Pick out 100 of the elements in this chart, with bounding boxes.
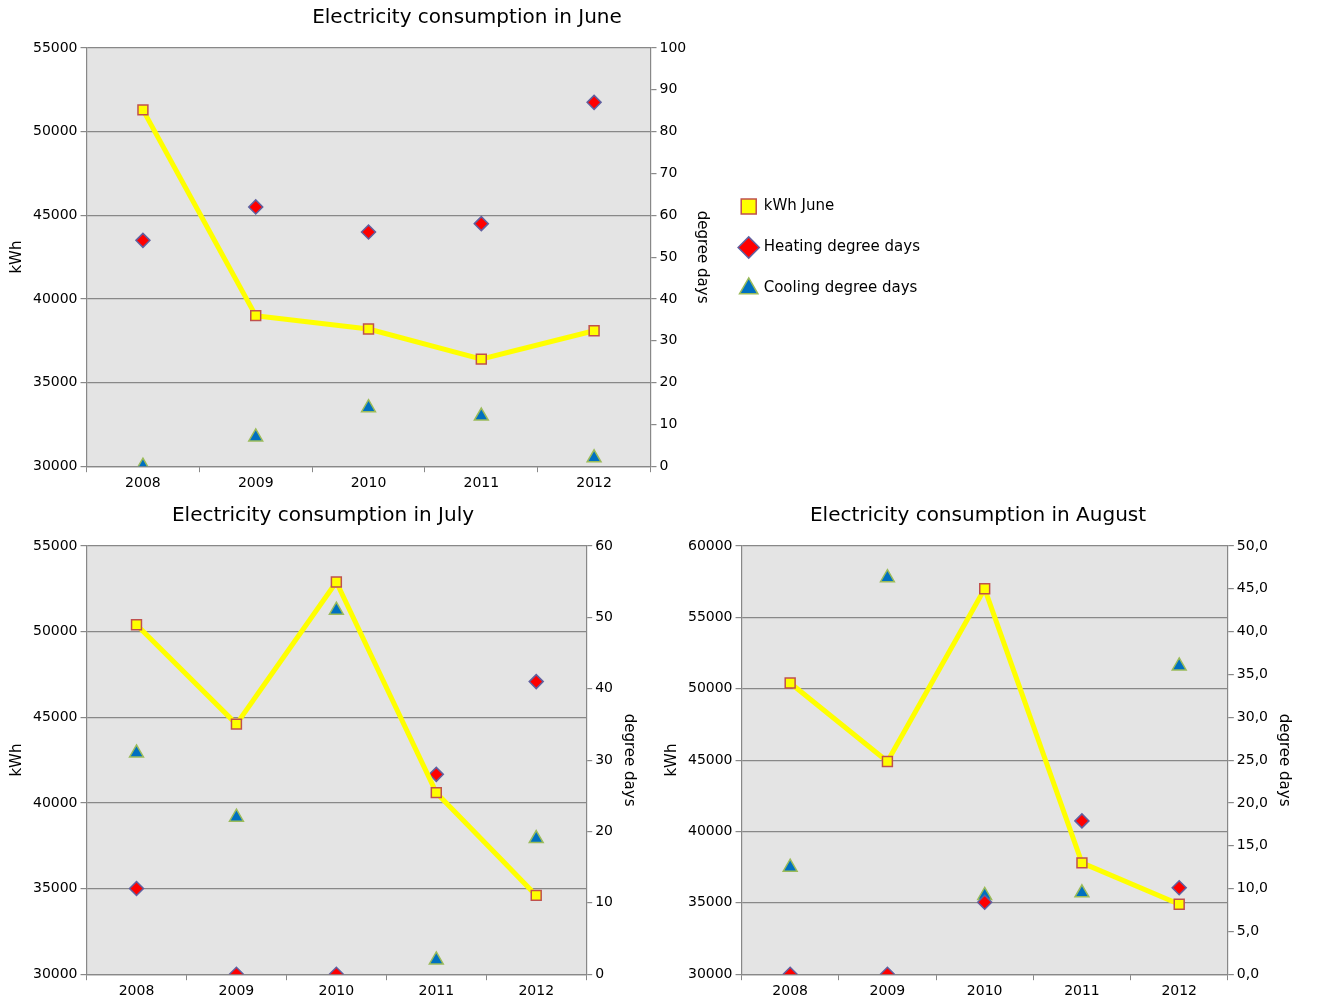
x-tick-label: 2012 — [1161, 982, 1198, 999]
y-tick-label: 35000 — [32, 373, 78, 390]
point — [360, 398, 377, 413]
y2-tick-label: 20 — [595, 822, 614, 839]
x-tick-label: 2009 — [218, 982, 255, 999]
point — [428, 951, 444, 965]
y2-tick-label: 60 — [595, 536, 614, 553]
y2-tick-label: 5,0 — [1236, 922, 1260, 939]
y-tick-label: 50000 — [32, 122, 78, 139]
legend-label: kWh June — [763, 196, 835, 215]
y2-axis-title: degree days — [1276, 713, 1295, 807]
legend-label: Heating degree days — [763, 237, 921, 256]
y-axis-title: kWh — [661, 743, 680, 777]
point — [473, 407, 489, 421]
point — [1074, 884, 1090, 898]
y2-tick-label: 30 — [659, 331, 678, 348]
y-tick-label: 30000 — [32, 456, 78, 473]
y-tick-label: 45000 — [687, 750, 733, 767]
point — [782, 858, 798, 872]
x-tick-label: 2012 — [576, 474, 612, 491]
y-tick-label: 35000 — [687, 893, 733, 910]
point — [528, 829, 544, 844]
y2-tick-label: 20 — [659, 373, 678, 390]
point — [881, 755, 894, 768]
x-tick-label: 2011 — [1064, 982, 1100, 999]
point — [137, 104, 149, 116]
y2-tick-label: 30 — [595, 750, 614, 767]
y2-tick-label: 45,0 — [1236, 579, 1268, 596]
y2-tick-label: 0,0 — [1236, 964, 1260, 981]
x-tick-label: 2008 — [125, 474, 161, 491]
point — [328, 601, 345, 615]
y-axis-title: kWh — [6, 743, 25, 777]
y2-axis-title: degree days — [694, 210, 713, 304]
x-tick-label: 2008 — [772, 982, 808, 999]
y-tick-label: 55000 — [32, 38, 78, 55]
y2-tick-label: 10 — [659, 415, 678, 432]
y2-tick-label: 90 — [659, 80, 678, 97]
y2-tick-label: 50 — [659, 247, 678, 264]
y-tick-label: 40000 — [687, 822, 733, 839]
point — [1076, 857, 1088, 869]
y2-tick-label: 40 — [659, 289, 678, 306]
x-tick-label: 2010 — [350, 474, 387, 491]
point — [588, 325, 600, 337]
x-tick-label: 2012 — [518, 982, 555, 999]
y-tick-label: 55000 — [32, 536, 78, 553]
x-tick-label: 2011 — [463, 474, 500, 491]
y2-tick-label: 40,0 — [1236, 622, 1268, 639]
chart-title: Electricity consumption in July — [171, 502, 475, 527]
y-tick-label: 45000 — [32, 707, 78, 724]
point — [250, 309, 262, 322]
y2-tick-label: 60 — [659, 205, 678, 222]
point — [784, 677, 796, 689]
x-tick-label: 2009 — [869, 982, 906, 999]
chart-title: Electricity consumption in June — [312, 4, 622, 29]
y-tick-label: 40000 — [32, 793, 78, 810]
point — [130, 619, 143, 631]
point — [230, 718, 243, 730]
x-tick-label: 2010 — [318, 982, 355, 999]
x-tick-label: 2010 — [966, 982, 1003, 999]
y2-tick-label: 70 — [659, 164, 678, 181]
y-tick-label: 30000 — [32, 964, 78, 981]
y2-tick-label: 80 — [659, 122, 678, 139]
y-tick-label: 30000 — [687, 964, 733, 981]
y-tick-label: 40000 — [32, 289, 78, 306]
y-tick-label: 45000 — [32, 205, 78, 222]
y2-tick-label: 35,0 — [1236, 665, 1268, 682]
point — [530, 889, 542, 902]
y2-tick-label: 25,0 — [1236, 750, 1268, 767]
y2-axis-title: degree days — [621, 713, 640, 807]
point — [528, 673, 544, 690]
point — [978, 583, 991, 595]
point — [473, 215, 490, 232]
point — [1173, 898, 1185, 910]
y-axis-title: kWh — [6, 240, 25, 274]
x-tick-label: 2011 — [418, 982, 455, 999]
y-tick-label: 50000 — [32, 622, 78, 639]
y2-tick-label: 10 — [595, 893, 614, 910]
point — [475, 353, 488, 365]
point — [362, 323, 375, 335]
point — [330, 576, 343, 588]
y2-tick-label: 100 — [659, 38, 687, 55]
point — [228, 808, 245, 822]
y-tick-label: 55000 — [687, 608, 733, 625]
point — [128, 744, 145, 758]
point — [248, 428, 264, 442]
point — [1171, 657, 1187, 671]
x-tick-label: 2009 — [237, 474, 274, 491]
y2-tick-label: 0 — [595, 964, 605, 981]
x-tick-label: 2008 — [118, 982, 155, 999]
y2-tick-label: 30,0 — [1236, 707, 1268, 724]
chart-title: Electricity consumption in August — [809, 502, 1147, 527]
point — [428, 766, 445, 783]
y2-tick-label: 20,0 — [1236, 793, 1268, 810]
point — [360, 224, 377, 240]
y2-tick-label: 0 — [659, 456, 669, 473]
point — [879, 568, 896, 583]
point — [135, 232, 151, 249]
legend-label: Cooling degree days — [763, 278, 918, 297]
point — [586, 94, 602, 111]
y-tick-label: 50000 — [687, 679, 733, 696]
